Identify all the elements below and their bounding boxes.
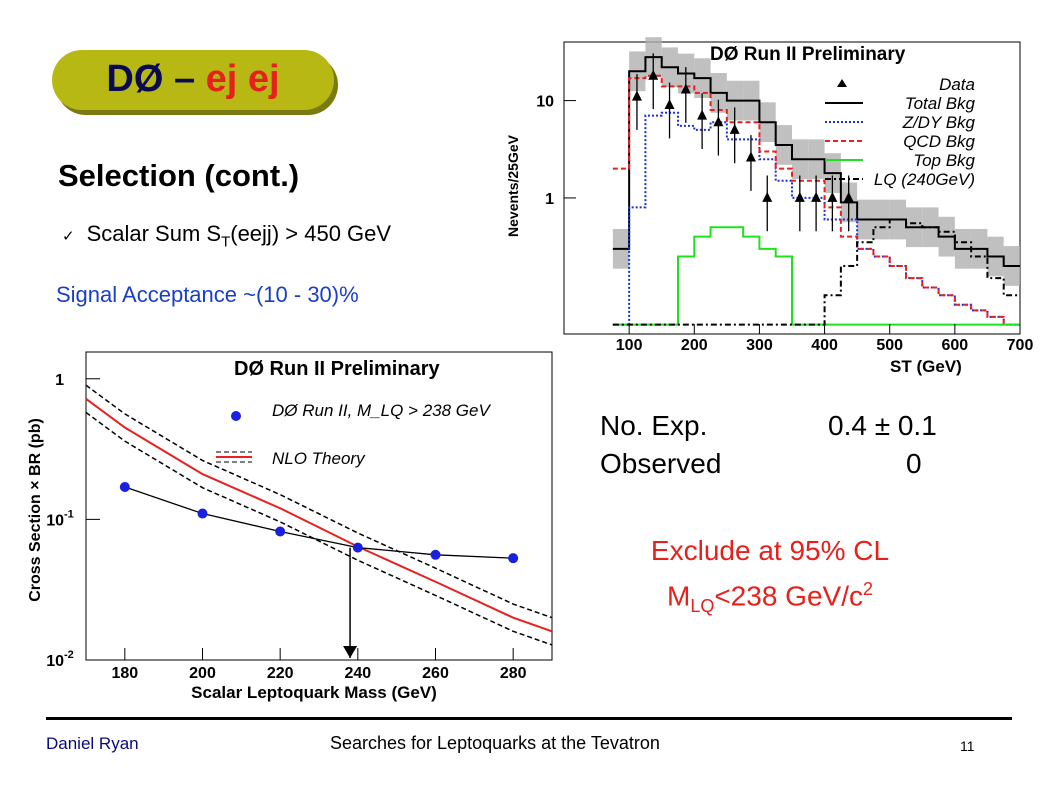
legend-label: Z/DY Bkg [902,113,976,132]
x-tick-label: 500 [876,337,903,354]
y-tick-label: 1 [545,191,554,208]
y-tick-label: 10 [46,653,64,670]
chart-title: DØ Run II Preliminary [710,44,906,65]
data-point [680,83,691,94]
legend-label: Top Bkg [913,151,975,170]
data-point [794,191,805,202]
legend-label: NLO Theory [272,449,366,468]
data-point [729,123,740,134]
section-heading: Selection (cont.) [58,158,300,193]
title-banner: DØ – ej ej [52,50,334,110]
x-tick-label: 280 [500,665,527,682]
x-tick-label: 260 [422,665,449,682]
theory-curve [85,384,553,619]
x-tick-label: 240 [344,665,371,682]
x-tick-label: 700 [1007,337,1034,354]
footer-title: Searches for Leptoquarks at the Tevatron [330,733,660,753]
limit-curve [124,486,514,559]
footer-author: Daniel Ryan [46,734,139,753]
x-tick-label: 220 [267,665,294,682]
data-point [697,109,708,120]
data-point [811,191,822,202]
limit-point [197,508,208,519]
x-tick-label: 200 [681,337,708,354]
x-tick-label: 200 [189,665,216,682]
y-axis-label: Nevents/25GeV [505,134,521,237]
theory-curve [85,411,553,646]
results-table: No. Exp. 0.4 ± 0.1 Observed 0 [600,410,980,486]
series-lq-240gev- [612,218,1020,326]
data-point [762,191,773,202]
y-tick-label: 1 [55,372,64,389]
data-point [664,99,675,110]
y-tick-label: 10 [536,94,554,111]
y-tick-label: 10 [46,512,64,529]
legend-marker-data [837,79,847,87]
data-point [843,191,854,202]
slide-title: DØ – ej ej [106,58,280,100]
observed-row: Observed 0 [600,448,922,479]
x-tick-label: 600 [942,337,969,354]
st-histogram: 100 200 300 400 500 600 700 1 10 ST (GeV) Nevents/… [505,37,1034,376]
limit-point [119,481,130,492]
x-tick-label: 300 [746,337,773,354]
data-point [713,116,724,127]
expected-row: No. Exp. 0.4 ± 0.1 [600,410,937,441]
data-point [745,151,756,162]
y-axis-label: Cross Section × BR (pb) [27,418,44,602]
y-tick-exponent: -2 [64,649,74,661]
legend-marker-data [231,411,241,421]
chart-title: DØ Run II Preliminary [234,358,440,380]
data-point [631,90,642,101]
exclusion-statement: Exclude at 95% CL MLQ<238 GeV/c2 [650,535,890,616]
legend-label: Total Bkg [905,94,976,113]
x-tick-label: 100 [616,337,643,354]
data-point [827,191,838,202]
x-tick-label: 180 [111,665,138,682]
limit-arrowhead [343,646,358,658]
x-axis-label: ST (GeV) [890,357,962,376]
limit-point [275,526,286,537]
page-number: 11 [960,738,975,754]
y-tick-exponent: -1 [64,508,74,520]
limit-point [430,549,441,560]
legend-label: LQ (240GeV) [874,170,975,189]
series-top-bkg [612,226,1020,326]
theory-curve [85,398,553,633]
legend-label: Data [939,75,975,94]
legend-label: DØ Run II, M_LQ > 238 GeV [272,401,491,420]
x-tick-label: 400 [811,337,838,354]
footer-divider [46,717,1012,720]
legend-label: QCD Bkg [903,132,975,151]
data-point [648,69,659,80]
check-icon: ✓ [62,228,75,245]
limit-point [352,542,363,553]
x-axis-label: Scalar Leptoquark Mass (GeV) [191,683,437,702]
bullet-item: ✓ Scalar Sum ST(eejj) > 450 GeV [62,221,392,251]
series-qcd-bkg [612,74,1020,326]
series-total-bkg [612,56,1020,267]
plot-frame [85,351,553,661]
limit-point [508,553,519,564]
signal-acceptance: Signal Acceptance ~(10 - 30)% [56,282,359,307]
